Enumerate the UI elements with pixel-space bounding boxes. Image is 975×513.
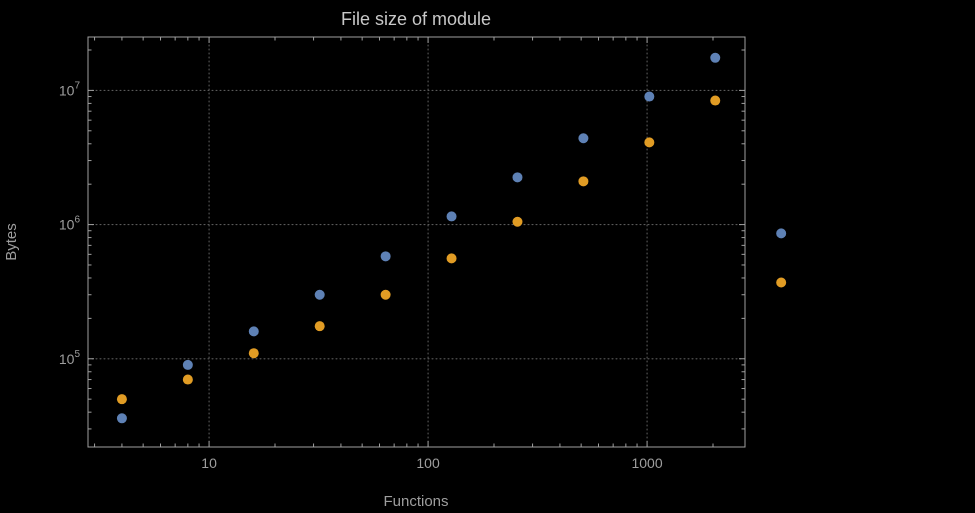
series-1-blue-point <box>116 413 127 424</box>
series-1-blue-point <box>314 289 325 300</box>
series-1-blue-point <box>578 133 589 144</box>
axis-labels: File size of module Functions Bytes 10 10… <box>3 9 663 510</box>
series-2-orange-point <box>446 253 457 264</box>
series-2-orange-point <box>248 348 259 359</box>
x-tick-label: 100 <box>416 455 440 471</box>
series-1-blue-point <box>644 91 655 102</box>
series-1-blue-point <box>446 211 457 222</box>
series-2-orange-point <box>776 277 787 288</box>
y-tick-label: 107 <box>59 80 81 98</box>
x-axis-label: Functions <box>383 493 448 510</box>
series-1-blue-point <box>710 52 721 63</box>
y-tick-label: 106 <box>59 215 81 233</box>
y-axis-label: Bytes <box>3 223 20 261</box>
axis-ticks <box>88 37 745 447</box>
series-2-orange-point <box>710 95 721 106</box>
series-2-orange-point <box>182 374 193 385</box>
series-1-blue-point <box>512 172 523 183</box>
gridlines <box>87 36 746 448</box>
series-2-orange-point <box>380 289 391 300</box>
chart-title: File size of module <box>341 9 491 29</box>
x-tick-label: 10 <box>201 455 217 471</box>
series-2-orange-point <box>116 394 127 405</box>
series-2-orange-point <box>644 137 655 148</box>
frame-border <box>87 36 746 448</box>
plot-frame <box>87 36 746 448</box>
series-2-orange-point <box>314 321 325 332</box>
y-tick-label: 105 <box>59 349 81 367</box>
series-1-blue-point <box>182 359 193 370</box>
series-1-blue-point <box>776 228 787 239</box>
series-1-blue-point <box>248 326 259 337</box>
series-2-orange-point <box>512 216 523 227</box>
x-tick-label: 1000 <box>631 455 662 471</box>
data-points <box>116 52 787 424</box>
series-2-orange-point <box>578 176 589 187</box>
series-1-blue-point <box>380 251 391 262</box>
